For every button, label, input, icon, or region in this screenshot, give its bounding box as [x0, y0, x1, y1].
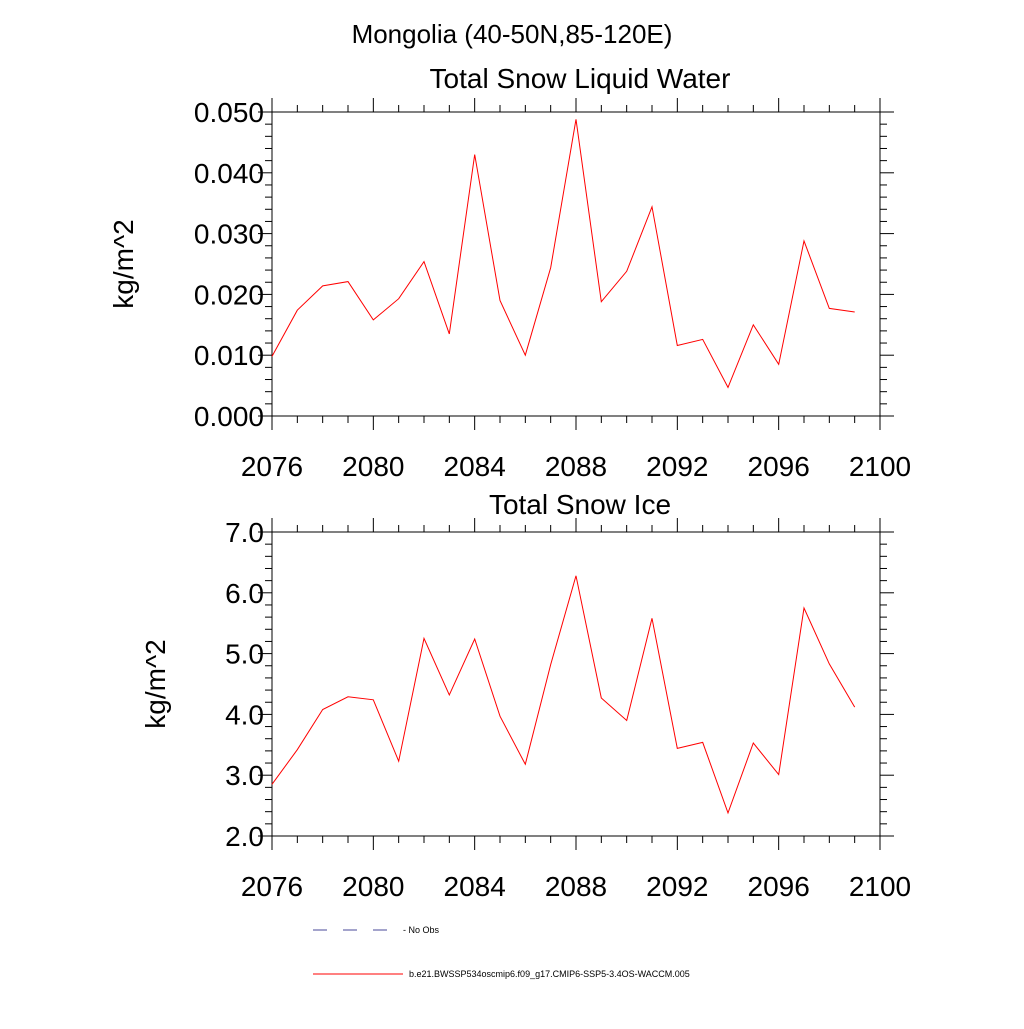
x-tick-label: 2100: [849, 871, 911, 902]
x-tick-label: 2076: [241, 871, 303, 902]
y-axis-label: kg/m^2: [108, 219, 139, 308]
page-title: Mongolia (40-50N,85-120E): [352, 19, 673, 49]
x-tick-label: 2080: [342, 871, 404, 902]
x-tick-label: 2092: [646, 871, 708, 902]
chart-panel-2: Total Snow Ice 2.0 3.0 4.0 5.0 6.0 7.0 2076 2080…: [140, 489, 911, 902]
y-tick-label: 0.020: [194, 279, 264, 310]
x-tick-label: 2088: [545, 871, 607, 902]
x-tick-label: 2088: [545, 451, 607, 482]
x-tick-label: 2084: [444, 451, 506, 482]
x-tick-label: 2096: [748, 871, 810, 902]
y-axis-label: kg/m^2: [140, 639, 171, 728]
y-tick-label: 0.010: [194, 340, 264, 371]
x-tick-label: 2080: [342, 451, 404, 482]
x-tick-label: 2076: [241, 451, 303, 482]
plot-frame: [272, 112, 880, 416]
chart-panel-1: Total Snow Liquid Water 0.000 0.010 0.020 0.…: [108, 63, 911, 482]
x-tick-label: 2096: [748, 451, 810, 482]
chart-title: Total Snow Liquid Water: [430, 63, 731, 94]
y-tick-label: 5.0: [225, 639, 264, 670]
y-tick-label: 3.0: [225, 760, 264, 791]
y-tick-label: 6.0: [225, 578, 264, 609]
y-tick-label: 0.030: [194, 219, 264, 250]
y-tick-label: 0.040: [194, 158, 264, 189]
y-tick-label: 4.0: [225, 699, 264, 730]
legend-label-no-obs: - No Obs: [403, 925, 440, 935]
legend-label-case: b.e21.BWSSP534oscmip6.f09_g17.CMIP6-SSP5…: [409, 969, 690, 979]
x-tick-label: 2084: [444, 871, 506, 902]
series-line: [272, 119, 855, 387]
y-tick-label: 0.050: [194, 97, 264, 128]
chart-title: Total Snow Ice: [489, 489, 671, 520]
series-line: [272, 576, 855, 813]
y-tick-label: 2.0: [225, 821, 264, 852]
x-tick-label: 2100: [849, 451, 911, 482]
x-tick-label: 2092: [646, 451, 708, 482]
y-tick-label: 0.000: [194, 401, 264, 432]
y-tick-label: 7.0: [225, 517, 264, 548]
legend: - No Obs b.e21.BWSSP534oscmip6.f09_g17.CM…: [313, 925, 690, 979]
